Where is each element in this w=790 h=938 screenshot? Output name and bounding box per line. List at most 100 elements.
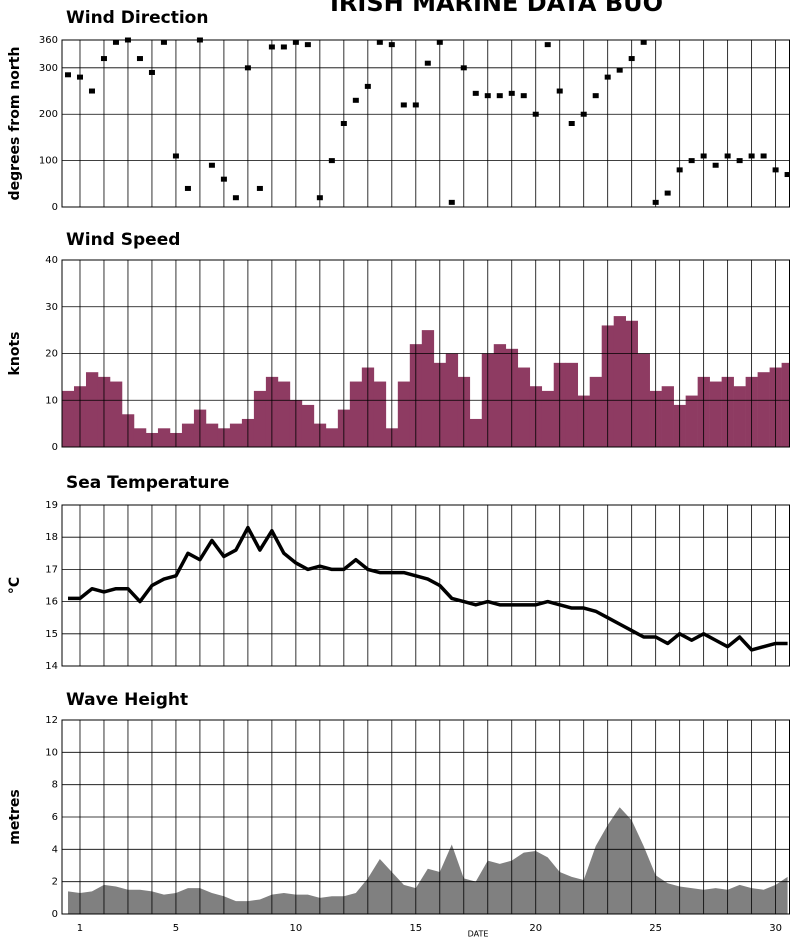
y-tick-label: 10	[45, 747, 58, 758]
y-tick-label: 360	[39, 35, 58, 46]
point	[256, 185, 263, 191]
bar	[373, 381, 387, 447]
point	[448, 199, 455, 205]
point	[784, 172, 790, 178]
plot-frame	[61, 504, 790, 667]
bar	[325, 428, 339, 447]
point	[232, 195, 239, 201]
point	[88, 88, 95, 94]
y-tick-label: 100	[39, 156, 58, 167]
line	[67, 525, 788, 652]
point	[424, 60, 431, 66]
y-axis-label: knots	[7, 332, 23, 376]
plot-data	[62, 316, 790, 447]
point	[472, 90, 479, 96]
bar	[277, 381, 291, 447]
y-axis-label: °C	[7, 577, 23, 594]
x-tick-label: 10	[290, 923, 303, 934]
point	[640, 39, 647, 45]
bar	[181, 423, 195, 447]
bar	[685, 395, 698, 447]
point	[112, 39, 119, 45]
x-tick-label: 1	[77, 923, 83, 934]
point	[184, 185, 191, 191]
panel-title: Sea Temperature	[66, 473, 229, 493]
point	[712, 162, 719, 168]
y-tick-label: 4	[52, 844, 58, 855]
bar	[397, 381, 411, 447]
bar	[133, 428, 147, 447]
bar	[109, 381, 123, 447]
bar	[781, 362, 790, 447]
y-tick-label: 0	[52, 909, 58, 920]
point	[208, 162, 215, 168]
bar	[469, 418, 483, 447]
point	[136, 56, 143, 62]
y-tick-label: 200	[39, 109, 58, 120]
x-tick-label: 20	[529, 923, 542, 934]
bar	[493, 344, 507, 447]
y-tick-label: 0	[52, 442, 58, 453]
y-tick-label: 0	[52, 202, 58, 213]
y-tick-label: 300	[39, 63, 58, 74]
panel-title: Wind Speed	[66, 230, 180, 250]
bar	[709, 381, 722, 447]
point	[280, 44, 287, 50]
point	[592, 93, 599, 99]
point	[568, 121, 575, 126]
point	[376, 39, 383, 45]
bar	[157, 428, 171, 447]
y-tick-label: 18	[45, 532, 58, 543]
bar	[301, 404, 315, 447]
y-axis-label: degrees from north	[7, 47, 23, 201]
point	[64, 72, 71, 78]
point	[760, 153, 767, 159]
bar	[541, 390, 555, 447]
plot-data	[64, 37, 790, 205]
panel-title: Wave Height	[66, 690, 188, 710]
bar	[589, 376, 603, 447]
bar	[517, 367, 531, 447]
y-tick-label: 10	[45, 395, 58, 406]
bar	[565, 362, 579, 447]
bar	[253, 390, 267, 447]
y-tick-label: 8	[52, 780, 58, 791]
bar	[421, 330, 435, 447]
x-tick-label: 30	[769, 923, 782, 934]
page-title: IRISH MARINE DATA BUO	[330, 0, 663, 17]
point	[520, 93, 527, 99]
y-tick-label: 19	[45, 500, 58, 511]
point	[400, 102, 407, 108]
y-tick-label: 6	[52, 812, 58, 823]
y-axis-label: metres	[7, 789, 23, 845]
x-tick-label: 15	[409, 923, 422, 934]
bar	[733, 386, 746, 447]
point	[304, 42, 311, 48]
y-tick-label: 12	[45, 715, 58, 726]
y-tick-label: 16	[45, 597, 58, 608]
x-tick-label: 5	[173, 923, 179, 934]
bar	[205, 423, 219, 447]
y-tick-label: 2	[52, 877, 58, 888]
y-tick-label: 14	[45, 661, 58, 672]
bar	[349, 381, 363, 447]
point	[544, 42, 551, 48]
point	[664, 190, 671, 196]
bar	[757, 372, 770, 447]
bar	[229, 423, 243, 447]
plot-data	[67, 525, 788, 652]
x-axis-label: Date	[468, 930, 489, 938]
point	[352, 97, 359, 103]
bar	[85, 372, 99, 447]
point	[616, 67, 623, 73]
y-tick-label: 17	[45, 564, 58, 575]
x-tick-label: 25	[649, 923, 662, 934]
point	[160, 39, 167, 45]
bar	[613, 316, 626, 447]
bar	[661, 386, 674, 447]
y-tick-label: 40	[45, 255, 58, 266]
y-tick-label: 15	[45, 629, 58, 640]
panel-title: Wind Direction	[66, 8, 208, 28]
point	[496, 93, 503, 99]
